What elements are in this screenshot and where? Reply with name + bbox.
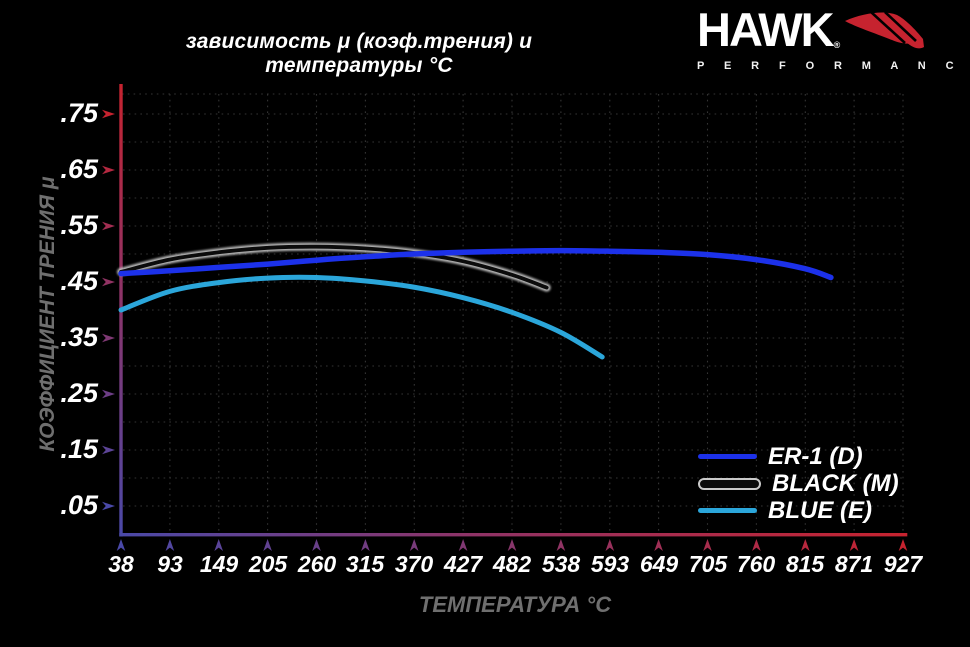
logo-row: HAWK ® bbox=[697, 3, 925, 57]
logo-subtitle: P E R F O R M A N C E bbox=[697, 60, 970, 72]
series-curve-er1 bbox=[118, 247, 834, 281]
x-tick-label: 705 bbox=[688, 551, 728, 577]
legend-label-er1: ER-1 (D) bbox=[768, 442, 863, 470]
x-tick-label: 427 bbox=[443, 551, 483, 577]
legend-item-black: BLACK (M) bbox=[698, 470, 899, 497]
x-tick-label: 315 bbox=[345, 551, 385, 577]
logo-registered-mark: ® bbox=[833, 40, 841, 50]
y-tick-arrow bbox=[102, 445, 115, 455]
y-tick-arrow bbox=[102, 165, 115, 175]
x-tick-label: 205 bbox=[248, 551, 288, 577]
x-tick-label: 93 bbox=[157, 551, 183, 577]
x-tick-arrow bbox=[458, 539, 468, 551]
y-tick-label: .05 bbox=[60, 490, 98, 520]
x-tick-label: 370 bbox=[394, 551, 434, 577]
y-tick-label: .35 bbox=[60, 322, 98, 352]
y-tick-label: .75 bbox=[60, 98, 98, 128]
x-tick-label: 260 bbox=[297, 551, 337, 577]
x-tick-label: 815 bbox=[785, 551, 825, 577]
y-tick-arrow bbox=[102, 277, 115, 287]
x-tick-arrow bbox=[507, 539, 517, 551]
logo-wing-icon bbox=[845, 11, 925, 49]
legend-line-er1 bbox=[698, 454, 757, 459]
legend: ER-1 (D) BLACK (M) BLUE (E) bbox=[698, 443, 899, 524]
x-tick-label: 38 bbox=[108, 551, 134, 577]
x-tick-arrow bbox=[801, 539, 810, 551]
logo-wing-tip bbox=[906, 39, 925, 49]
logo-brand-text: HAWK bbox=[697, 3, 835, 56]
x-tick-arrow bbox=[214, 539, 223, 551]
x-tick-label: 482 bbox=[492, 551, 532, 577]
series-curve-blue bbox=[118, 274, 605, 360]
series-curve-black bbox=[119, 244, 549, 290]
y-tick-label: .45 bbox=[60, 266, 98, 296]
legend-item-blue: BLUE (E) bbox=[698, 497, 899, 524]
y-tick-arrow bbox=[102, 109, 115, 119]
x-tick-label: 871 bbox=[834, 551, 874, 577]
x-tick-arrow bbox=[361, 539, 370, 551]
hawk-logo: HAWK ® P E R F O R M A N C E bbox=[697, 3, 970, 72]
y-tick-arrow bbox=[102, 501, 115, 511]
x-tick-arrow bbox=[263, 539, 272, 551]
x-tick-label: 760 bbox=[736, 551, 776, 577]
x-tick-arrow bbox=[654, 539, 663, 551]
legend-line-black bbox=[698, 477, 761, 490]
logo-wing-slash bbox=[884, 11, 918, 42]
legend-label-black: BLACK (M) bbox=[772, 469, 899, 497]
x-tick-label: 538 bbox=[541, 551, 581, 577]
x-axis-line bbox=[119, 533, 908, 537]
x-tick-arrow bbox=[556, 539, 566, 551]
y-tick-label: .65 bbox=[60, 154, 98, 184]
y-tick-label: .55 bbox=[60, 210, 98, 240]
x-tick-label: 593 bbox=[590, 551, 630, 577]
x-tick-arrow bbox=[752, 539, 761, 551]
logo-wing-shape bbox=[845, 12, 924, 44]
x-tick-arrow bbox=[165, 539, 175, 551]
x-tick-label: 927 bbox=[883, 551, 923, 577]
y-tick-arrow bbox=[102, 221, 115, 231]
x-tick-arrow bbox=[605, 539, 615, 551]
x-tick-arrow bbox=[312, 539, 321, 551]
x-tick-arrow bbox=[116, 539, 126, 551]
logo-wing-slash bbox=[870, 11, 907, 44]
legend-line-blue bbox=[698, 508, 757, 513]
x-axis-title: ТЕМПЕРАТУРА °C bbox=[418, 592, 612, 617]
chart-title: зависимость μ (коэф.трения) и температур… bbox=[185, 30, 533, 77]
y-axis-title: КОЭФФИЦИЕНТ ТРЕНИЯ μ bbox=[36, 176, 59, 452]
y-tick-label: .15 bbox=[60, 434, 98, 464]
y-tick-arrow bbox=[102, 389, 115, 399]
x-tick-arrow bbox=[703, 539, 712, 551]
legend-label-blue: BLUE (E) bbox=[768, 496, 872, 524]
legend-item-er1: ER-1 (D) bbox=[698, 443, 899, 470]
x-tick-arrow bbox=[849, 539, 859, 551]
x-tick-arrow bbox=[409, 539, 419, 551]
y-tick-label: .25 bbox=[60, 378, 98, 408]
y-tick-arrow bbox=[102, 333, 115, 343]
x-tick-label: 149 bbox=[199, 551, 239, 577]
x-tick-label: 649 bbox=[639, 551, 679, 577]
x-tick-arrow bbox=[898, 539, 908, 551]
